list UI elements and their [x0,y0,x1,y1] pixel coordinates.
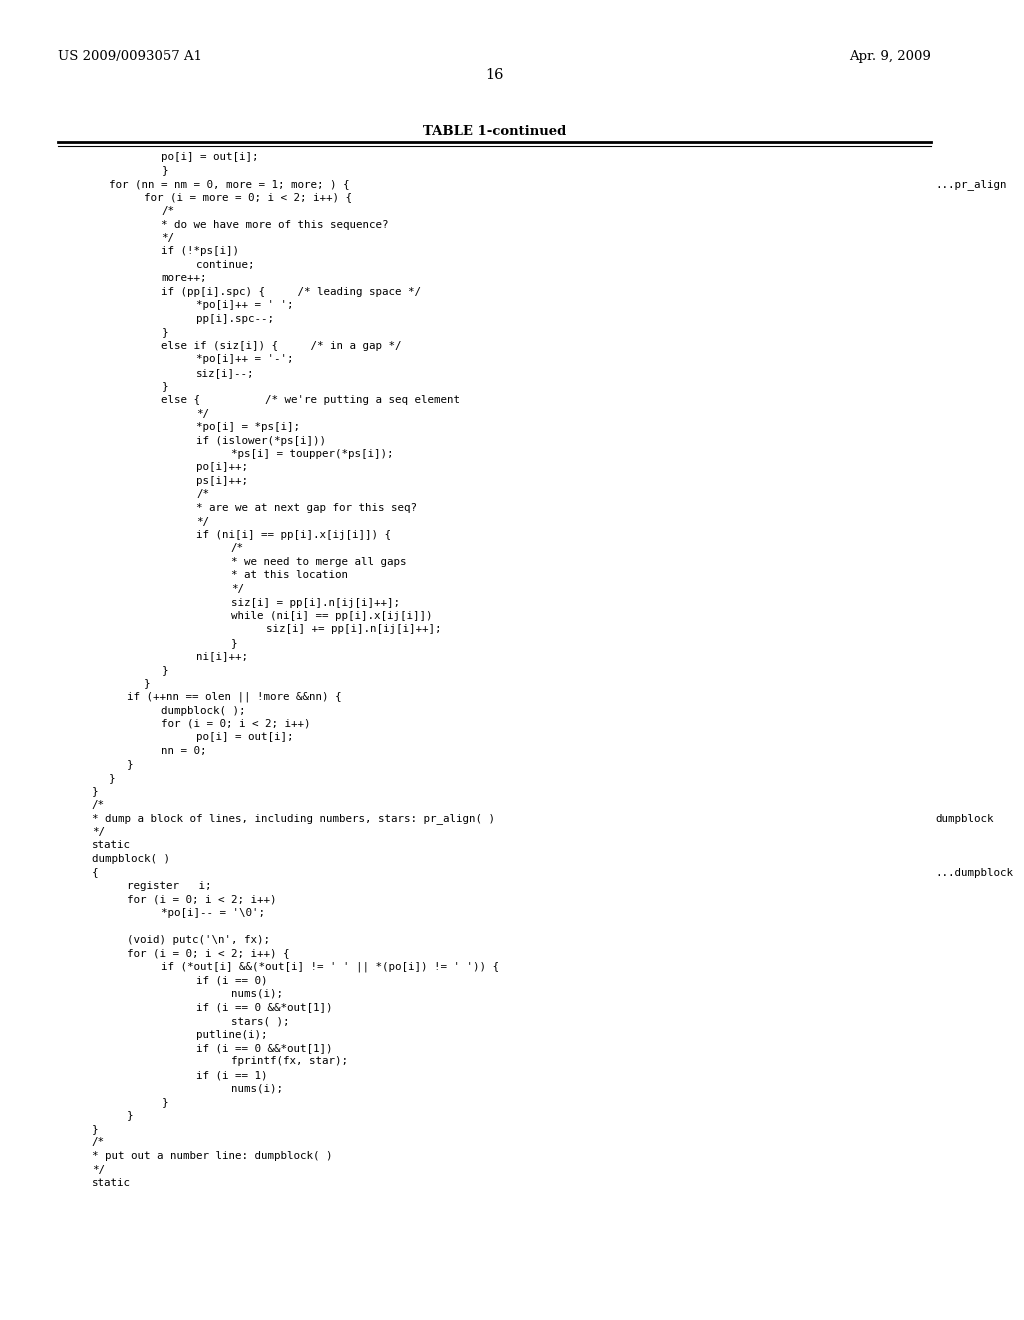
Text: if (pp[i].spc) {     /* leading space */: if (pp[i].spc) { /* leading space */ [162,286,421,297]
Text: register   i;: register i; [127,880,211,891]
Text: static: static [92,841,131,850]
Text: for (i = more = 0; i < 2; i++) {: for (i = more = 0; i < 2; i++) { [144,193,352,202]
Text: ni[i]++;: ni[i]++; [197,652,248,661]
Text: (void) putc('\n', fx);: (void) putc('\n', fx); [127,935,269,945]
Text: po[i] = out[i];: po[i] = out[i]; [162,152,259,162]
Text: *po[i]++ = '-';: *po[i]++ = '-'; [197,355,294,364]
Text: putline(i);: putline(i); [197,1030,267,1040]
Text: if (islower(*ps[i])): if (islower(*ps[i])) [197,436,326,446]
Text: if (i == 0 &&*out[1]): if (i == 0 &&*out[1]) [197,1043,333,1053]
Text: else if (siz[i]) {     /* in a gap */: else if (siz[i]) { /* in a gap */ [162,341,401,351]
Text: TABLE 1-continued: TABLE 1-continued [423,125,566,139]
Text: }: } [231,638,238,648]
Text: static: static [92,1177,131,1188]
Text: */: */ [197,408,209,418]
Text: }: } [92,787,98,796]
Text: *po[i]-- = '\0';: *po[i]-- = '\0'; [162,908,265,917]
Text: }: } [110,774,116,783]
Text: for (nn = nm = 0, more = 1; more; ) {: for (nn = nm = 0, more = 1; more; ) { [110,180,349,189]
Text: * at this location: * at this location [231,570,348,581]
Text: *po[i]++ = ' ';: *po[i]++ = ' '; [197,301,294,310]
Text: if (!*ps[i]): if (!*ps[i]) [162,247,240,256]
Text: 16: 16 [485,69,504,82]
Text: if (++nn == olen || !more &&nn) {: if (++nn == olen || !more &&nn) { [127,692,341,702]
Text: */: */ [162,234,174,243]
Text: nums(i);: nums(i); [231,1084,283,1093]
Text: */: */ [92,1164,104,1175]
Text: }: } [162,1097,168,1107]
Text: nums(i);: nums(i); [231,989,283,999]
Text: else {          /* we're putting a seq element: else { /* we're putting a seq element [162,395,461,405]
Text: pp[i].spc--;: pp[i].spc--; [197,314,274,323]
Text: continue;: continue; [197,260,255,271]
Text: if (i == 0): if (i == 0) [197,975,267,986]
Text: *po[i] = *ps[i];: *po[i] = *ps[i]; [197,422,300,432]
Text: siz[i] = pp[i].n[ij[i]++];: siz[i] = pp[i].n[ij[i]++]; [231,598,400,607]
Text: nn = 0;: nn = 0; [162,746,207,756]
Text: dumpblock( );: dumpblock( ); [162,705,246,715]
Text: }: } [162,327,168,338]
Text: */: */ [197,516,209,527]
Text: * we need to merge all gaps: * we need to merge all gaps [231,557,407,568]
Text: /*: /* [92,1138,104,1147]
Text: }: } [162,381,168,392]
Text: * dump a block of lines, including numbers, stars: pr_align( ): * dump a block of lines, including numbe… [92,813,495,825]
Text: /*: /* [197,490,209,499]
Text: if (i == 0 &&*out[1]): if (i == 0 &&*out[1]) [197,1002,333,1012]
Text: *ps[i] = toupper(*ps[i]);: *ps[i] = toupper(*ps[i]); [231,449,393,459]
Text: dumpblock( ): dumpblock( ) [92,854,170,865]
Text: siz[i] += pp[i].n[ij[i]++];: siz[i] += pp[i].n[ij[i]++]; [265,624,441,635]
Text: for (i = 0; i < 2; i++) {: for (i = 0; i < 2; i++) { [127,949,289,958]
Text: more++;: more++; [162,273,207,284]
Text: dumpblock: dumpblock [935,813,994,824]
Text: stars( );: stars( ); [231,1016,290,1026]
Text: siz[i]--;: siz[i]--; [197,368,255,378]
Text: ...dumpblock: ...dumpblock [935,867,1014,878]
Text: for (i = 0; i < 2; i++): for (i = 0; i < 2; i++) [127,895,276,904]
Text: ps[i]++;: ps[i]++; [197,477,248,486]
Text: while (ni[i] == pp[i].x[ij[i]]): while (ni[i] == pp[i].x[ij[i]]) [231,611,432,620]
Text: US 2009/0093057 A1: US 2009/0093057 A1 [58,50,202,63]
Text: }: } [127,1110,133,1121]
Text: */: */ [231,583,244,594]
Text: for (i = 0; i < 2; i++): for (i = 0; i < 2; i++) [162,719,311,729]
Text: fprintf(fx, star);: fprintf(fx, star); [231,1056,348,1067]
Text: /*: /* [231,544,244,553]
Text: * do we have more of this sequence?: * do we have more of this sequence? [162,219,389,230]
Text: {: { [92,867,98,878]
Text: /*: /* [162,206,174,216]
Text: }: } [144,678,151,689]
Text: }: } [92,1125,98,1134]
Text: /*: /* [92,800,104,810]
Text: * put out a number line: dumpblock( ): * put out a number line: dumpblock( ) [92,1151,333,1162]
Text: ...pr_align: ...pr_align [935,180,1007,190]
Text: if (*out[i] &&(*out[i] != ' ' || *(po[i]) != ' ')) {: if (*out[i] &&(*out[i] != ' ' || *(po[i]… [162,962,500,973]
Text: if (ni[i] == pp[i].x[ij[i]]) {: if (ni[i] == pp[i].x[ij[i]]) { [197,531,391,540]
Text: }: } [162,665,168,675]
Text: * are we at next gap for this seq?: * are we at next gap for this seq? [197,503,417,513]
Text: if (i == 1): if (i == 1) [197,1071,267,1080]
Text: Apr. 9, 2009: Apr. 9, 2009 [850,50,932,63]
Text: */: */ [92,828,104,837]
Text: }: } [162,165,168,176]
Text: }: } [127,759,133,770]
Text: po[i]++;: po[i]++; [197,462,248,473]
Text: po[i] = out[i];: po[i] = out[i]; [197,733,294,742]
